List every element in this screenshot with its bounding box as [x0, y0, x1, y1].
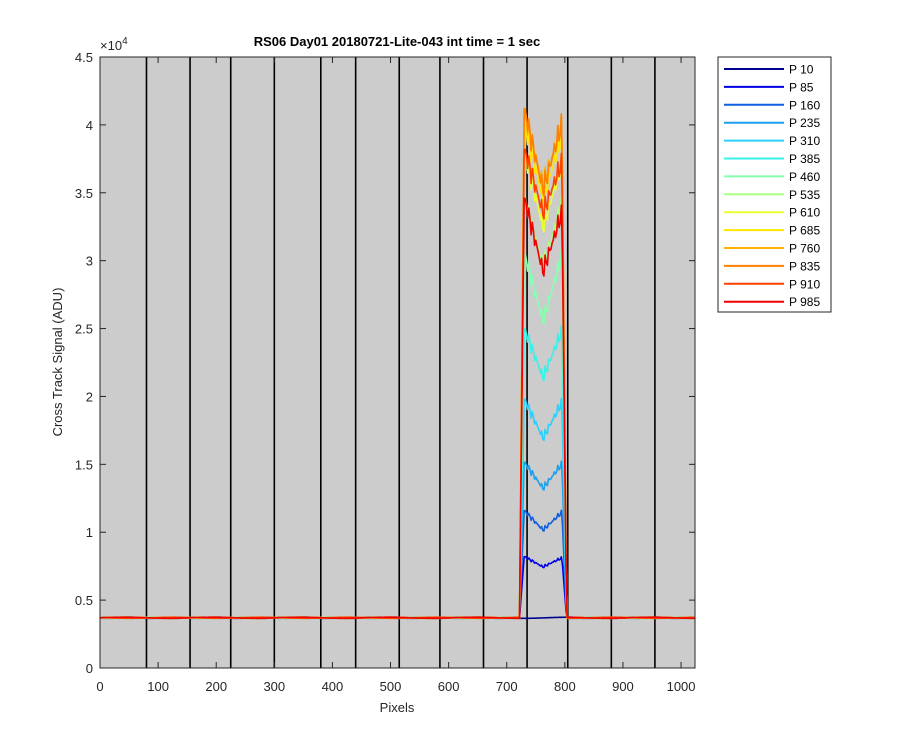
y-tick-label: 1 — [86, 525, 93, 540]
y-axis-label: Cross Track Signal (ADU) — [50, 288, 65, 437]
y-exponent-power: 4 — [122, 36, 128, 47]
x-tick-label: 700 — [496, 679, 518, 694]
legend-box — [717, 56, 832, 313]
x-tick-label: 800 — [554, 679, 576, 694]
legend-label: P 235 — [789, 116, 820, 130]
plot-area — [100, 57, 695, 668]
legend-label: P 385 — [789, 152, 820, 166]
y-tick-label: 1.5 — [75, 457, 93, 472]
legend: P 10 P 85 P 160 P 235 P 310 P 385 P 460 P 535 P … — [717, 56, 832, 313]
plot-frame — [99, 56, 696, 669]
legend-label: P 460 — [789, 170, 820, 184]
x-tick-label: 400 — [322, 679, 344, 694]
legend-label: P 760 — [789, 242, 820, 256]
x-tick-label: 200 — [205, 679, 227, 694]
x-axis: 0 100 200 300 400 500 600 700 800 900 1000 — [96, 57, 696, 694]
y-exponent-base: ×10 — [100, 38, 122, 53]
y-axis: 0 0.5 1 1.5 2 2.5 3 3.5 4 4.5 — [75, 50, 695, 676]
legend-label: P 160 — [789, 98, 820, 112]
y-tick-label: 2 — [86, 389, 93, 404]
legend-label: P 910 — [789, 277, 820, 291]
vertical-markers — [145, 57, 656, 668]
legend-label: P 985 — [789, 295, 820, 309]
legend-label: P 610 — [789, 206, 820, 220]
chart-title: RS06 Day01 20180721-Lite-043 int time = … — [254, 34, 541, 49]
y-tick-label: 0 — [86, 661, 93, 676]
x-axis-label: Pixels — [380, 700, 415, 715]
series-line — [99, 197, 695, 620]
y-exponent-label: ×104 — [100, 36, 128, 53]
legend-label: P 10 — [789, 63, 814, 77]
x-tick-label: 900 — [612, 679, 634, 694]
y-tick-label: 4.5 — [75, 50, 93, 65]
series-lines — [99, 107, 696, 620]
y-tick-label: 0.5 — [75, 593, 93, 608]
y-tick-label: 2.5 — [75, 322, 93, 337]
legend-label: P 535 — [789, 188, 820, 202]
x-tick-label: 300 — [263, 679, 285, 694]
x-tick-label: 100 — [147, 679, 169, 694]
x-tick-label: 0 — [96, 679, 103, 694]
x-tick-label: 1000 — [667, 679, 696, 694]
x-tick-label: 600 — [438, 679, 460, 694]
y-tick-label: 3.5 — [75, 186, 93, 201]
legend-label: P 835 — [789, 259, 820, 273]
x-tick-label: 500 — [380, 679, 402, 694]
legend-label: P 685 — [789, 224, 820, 238]
y-tick-label: 4 — [86, 118, 93, 133]
legend-label: P 85 — [789, 80, 814, 94]
legend-label: P 310 — [789, 134, 820, 148]
y-tick-label: 3 — [86, 254, 93, 269]
